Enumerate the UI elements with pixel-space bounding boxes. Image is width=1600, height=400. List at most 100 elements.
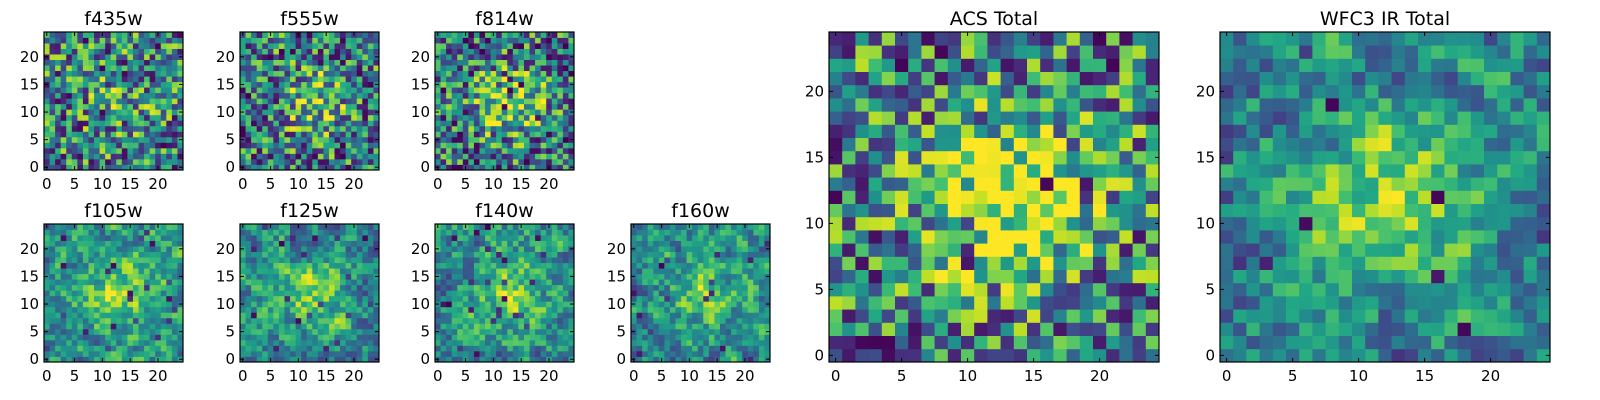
heatmap-cell [82,290,89,297]
heatmap-cell [121,251,128,258]
heatmap-cell [267,284,274,291]
heatmap-cell [127,251,134,258]
heatmap-cells [435,224,575,363]
heatmap-cell [686,251,693,258]
heatmap-cell [829,190,843,204]
heatmap-cell [240,229,246,236]
heatmap-cell [551,290,558,297]
heatmap-cell [562,92,569,99]
heatmap-cell [160,350,167,357]
heatmap-cell [895,296,909,310]
heatmap-cell [512,48,519,55]
heatmap-cell [88,350,95,357]
heatmap-cell [110,70,117,77]
heatmap-cell [60,147,67,154]
heatmap-cell [546,323,553,330]
heatmap-cell [557,125,564,132]
heatmap-cell [557,339,564,346]
heatmap-cell [44,317,50,324]
heatmap-cell [267,328,274,335]
heatmap-cell [99,70,106,77]
heatmap-cell [540,328,547,335]
heatmap-cell [312,87,319,94]
heatmap-cell [540,240,547,247]
heatmap-cell [446,235,453,241]
heatmap-cell [245,109,252,116]
heatmap-cell [529,279,536,286]
heatmap-cell [82,229,89,236]
heatmap-cell [138,32,145,38]
heatmap-cell [77,48,84,55]
heatmap-cell [518,147,525,154]
heatmap-cell [758,317,765,324]
heatmap-cell [731,246,738,252]
heatmap-cell [155,54,162,60]
heatmap-cell [987,230,1001,244]
heatmap-cell [362,257,369,264]
heatmap-cell [127,87,134,94]
heatmap-cell [105,279,112,286]
heatmap-cell [155,295,162,302]
heatmap-cell [742,334,749,341]
heatmap-cell [675,268,682,275]
heatmap-cell [485,98,491,105]
heatmap-cell [725,284,732,291]
heatmap-cell [160,251,167,258]
heatmap-cell [479,164,486,171]
heatmap-cell [512,312,519,319]
heatmap-cell [267,153,274,160]
heatmap-cell [60,345,67,352]
heatmap-cell [535,109,542,116]
heatmap-cell [267,323,274,330]
y-tick-label: 5 [225,323,235,341]
heatmap-cell [529,70,536,77]
heatmap-cell [551,98,558,105]
heatmap-cell [127,345,134,352]
heatmap-cell [49,37,56,44]
heatmap-cell [535,43,542,49]
heatmap-cell [240,290,246,297]
heatmap-cell [99,240,106,247]
heatmap-cell [77,43,84,49]
heatmap-cell [636,246,643,252]
heatmap-cell [921,243,935,257]
heatmap-cell [334,301,341,308]
heatmap-cell [642,229,649,236]
heatmap-cell [742,290,749,297]
heatmap-cell [501,65,508,72]
heatmap-cell [116,54,123,60]
heatmap-cell [736,306,743,313]
heatmap-cell [714,345,721,352]
heatmap-cell [551,147,558,154]
heatmap-cell [278,350,285,357]
heatmap-cell [703,224,710,230]
heatmap-cell [55,103,62,110]
heatmap-cell [127,54,134,60]
heatmap-cell [278,356,285,363]
heatmap-cell [529,125,536,132]
heatmap-cell [323,59,330,66]
heatmap-cell [295,345,302,352]
heatmap-cell [758,306,765,313]
heatmap-cell [171,48,178,55]
heatmap-cell [340,257,347,264]
heatmap-cell [60,142,67,149]
heatmap-cell [317,345,324,352]
heatmap-cell [94,262,100,269]
heatmap-cell [334,312,341,319]
heatmap-cell [240,125,246,132]
heatmap-cell [88,224,95,230]
heatmap-cell [245,87,252,94]
heatmap-cell [312,37,319,44]
heatmap-cell [340,59,347,66]
heatmap-cell [328,37,335,44]
heatmap-cell [66,251,73,258]
heatmap-cell [267,345,274,352]
heatmap-cell [267,235,274,241]
heatmap-cell [44,251,50,258]
heatmap-cell [55,345,62,352]
heatmap-cell [116,317,123,324]
heatmap-cell [317,76,324,83]
heatmap-cell [507,257,514,264]
heatmap-cell [669,334,676,341]
